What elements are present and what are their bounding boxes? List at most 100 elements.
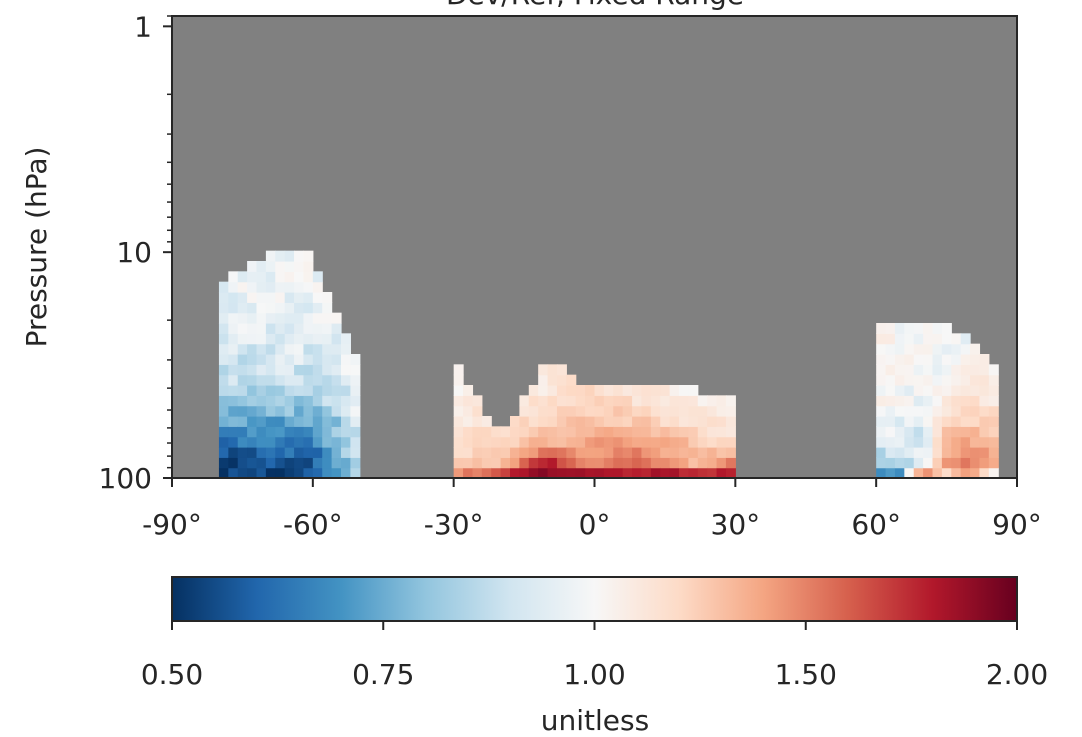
heatmap-cell: [941, 364, 952, 376]
heatmap-cell: [322, 405, 333, 417]
heatmap-cell: [528, 457, 539, 469]
heatmap-cell: [228, 354, 239, 365]
heatmap-cell: [247, 436, 258, 448]
heatmap-cell: [331, 312, 342, 324]
chart-title: Dev/Ref, Fixed Range: [446, 0, 744, 11]
heatmap-cell: [660, 405, 671, 417]
heatmap-cell: [284, 250, 295, 262]
heatmap-cell: [453, 385, 464, 396]
heatmap-cell: [481, 416, 492, 427]
heatmap-cell: [350, 426, 361, 438]
heatmap-cell: [312, 385, 323, 396]
heatmap-cell: [932, 364, 943, 376]
heatmap-cell: [275, 343, 286, 355]
heatmap-cell: [341, 374, 351, 386]
heatmap-cell: [350, 385, 361, 396]
heatmap-cell: [350, 374, 361, 386]
heatmap-cell: [275, 261, 286, 272]
heatmap-cell: [500, 467, 511, 478]
heatmap-cell: [951, 405, 962, 417]
heatmap-cell: [237, 416, 248, 427]
x-tick-label: -30°: [424, 508, 484, 541]
heatmap-cell: [632, 385, 643, 396]
heatmap-cell: [716, 467, 727, 478]
heatmap-cell: [894, 405, 905, 417]
heatmap-cell: [275, 292, 286, 303]
heatmap-cell: [970, 354, 981, 365]
heatmap-cell: [265, 354, 276, 365]
heatmap-cell: [284, 302, 295, 314]
heatmap-cell: [707, 467, 718, 478]
heatmap-cell: [688, 447, 699, 458]
heatmap-cell: [988, 447, 999, 458]
heatmap-cell: [585, 385, 596, 396]
heatmap-cell: [913, 436, 924, 448]
heatmap-cell: [603, 405, 614, 417]
heatmap-cell: [988, 405, 999, 417]
heatmap-cell: [894, 416, 905, 427]
heatmap-cell: [228, 395, 239, 407]
heatmap-cell: [876, 364, 887, 376]
heatmap-cell: [575, 416, 586, 427]
heatmap-cell: [725, 467, 736, 478]
heatmap-cell: [575, 436, 586, 448]
heatmap-cell: [322, 447, 333, 458]
heatmap-cell: [463, 457, 474, 469]
heatmap-cell: [472, 426, 483, 438]
heatmap-cell: [904, 457, 915, 469]
heatmap-cell: [331, 323, 342, 334]
heatmap-cell: [341, 354, 351, 365]
heatmap-cell: [894, 374, 905, 386]
heatmap-cell: [303, 323, 314, 334]
heatmap-cell: [228, 292, 239, 303]
heatmap-cell: [265, 457, 276, 469]
heatmap-cell: [556, 457, 567, 469]
heatmap-cell: [725, 447, 736, 458]
heatmap-cell: [979, 374, 990, 386]
heatmap-cell: [275, 374, 286, 386]
heatmap-cell: [885, 323, 896, 334]
heatmap-cell: [322, 416, 333, 427]
heatmap-cell: [312, 436, 323, 448]
heatmap-cell: [913, 385, 924, 396]
heatmap-cell: [904, 333, 915, 345]
heatmap-cell: [641, 405, 652, 417]
heatmap-cell: [988, 467, 999, 478]
heatmap-cell: [547, 426, 558, 438]
heatmap-cell: [594, 457, 605, 469]
heatmap-cell: [341, 416, 351, 427]
heatmap-cell: [894, 426, 905, 438]
heatmap-cell: [913, 416, 924, 427]
heatmap-cell: [303, 354, 314, 365]
heatmap-cell: [294, 364, 305, 376]
heatmap-cell: [894, 467, 905, 478]
heatmap-cell: [669, 426, 680, 438]
heatmap-cell: [218, 364, 229, 376]
heatmap-cell: [341, 395, 351, 407]
heatmap-cell: [679, 426, 689, 438]
heatmap-cell: [294, 385, 305, 396]
heatmap-cell: [256, 323, 267, 334]
heatmap-cell: [725, 436, 736, 448]
heatmap-cell: [350, 364, 361, 376]
heatmap-cell: [725, 416, 736, 427]
heatmap-cell: [894, 395, 905, 407]
heatmap-cell: [275, 457, 286, 469]
heatmap-cell: [585, 436, 596, 448]
heatmap-cell: [904, 447, 915, 458]
heatmap-cell: [463, 416, 474, 427]
heatmap-cell: [613, 385, 624, 396]
heatmap-cell: [303, 364, 314, 376]
heatmap-cell: [519, 447, 530, 458]
heatmap-cell: [575, 395, 586, 407]
x-tick-label: 90°: [992, 508, 1042, 541]
heatmap-cell: [988, 364, 999, 376]
heatmap-cell: [284, 292, 295, 303]
heatmap-cell: [622, 447, 633, 458]
heatmap-cell: [547, 374, 558, 386]
heatmap-cell: [481, 457, 492, 469]
heatmap-cell: [284, 261, 295, 272]
heatmap-cell: [979, 354, 990, 365]
heatmap-cell: [237, 447, 248, 458]
heatmap-cell: [538, 374, 549, 386]
